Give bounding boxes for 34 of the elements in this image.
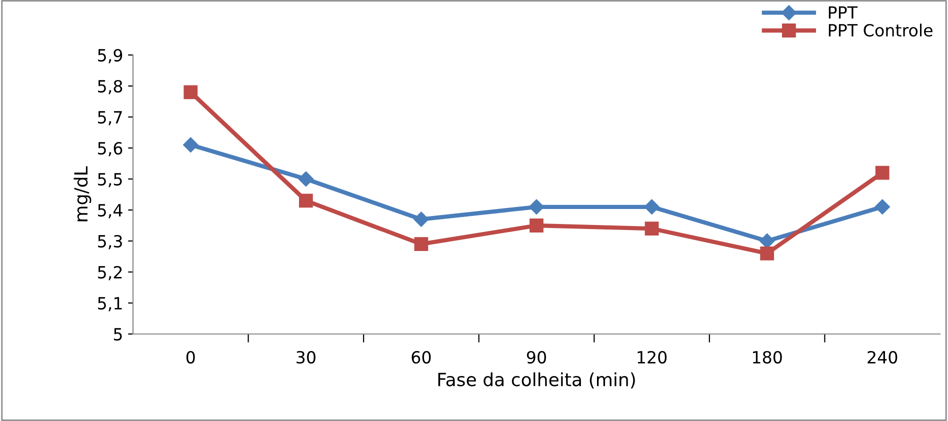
point — [644, 199, 660, 214]
x-tick-label: 0 — [186, 350, 195, 364]
x-tick-label: 90 — [526, 350, 546, 364]
point — [414, 237, 428, 252]
y-tick-label: 5,3 — [98, 234, 122, 250]
y-tick-label: 5,9 — [98, 48, 122, 64]
point — [184, 85, 198, 100]
point — [875, 166, 890, 180]
x-tick-label: 30 — [296, 350, 316, 364]
point — [298, 194, 313, 208]
point — [528, 199, 544, 214]
x-tick-label: 60 — [412, 350, 431, 364]
y-tick-label: 5,5 — [98, 173, 122, 188]
y-tick-label: 5 — [114, 328, 122, 341]
y-tick-label: 5,2 — [98, 266, 122, 280]
legend-label: PPT Controle — [828, 24, 932, 37]
x-tick-label: 180 — [752, 350, 782, 364]
point — [760, 246, 774, 260]
y-tick-label: 5,8 — [98, 80, 122, 94]
point — [414, 212, 429, 227]
y-tick-label: 5,1 — [98, 297, 122, 312]
y-tick-label: 5,7 — [98, 111, 122, 126]
y-tick-label: 5,6 — [98, 142, 122, 156]
point — [644, 222, 659, 236]
y-axis-title: mg/dL — [74, 166, 92, 222]
point — [874, 199, 890, 214]
y-tick-label: 5,4 — [98, 204, 122, 218]
point — [183, 137, 198, 152]
point — [530, 218, 544, 232]
x-tick-label: 120 — [638, 350, 667, 364]
legend-label: PPT — [828, 6, 858, 19]
point — [298, 171, 314, 187]
x-axis-title: Fase da colheita (min) — [438, 372, 635, 388]
x-tick-label: 240 — [868, 350, 898, 364]
